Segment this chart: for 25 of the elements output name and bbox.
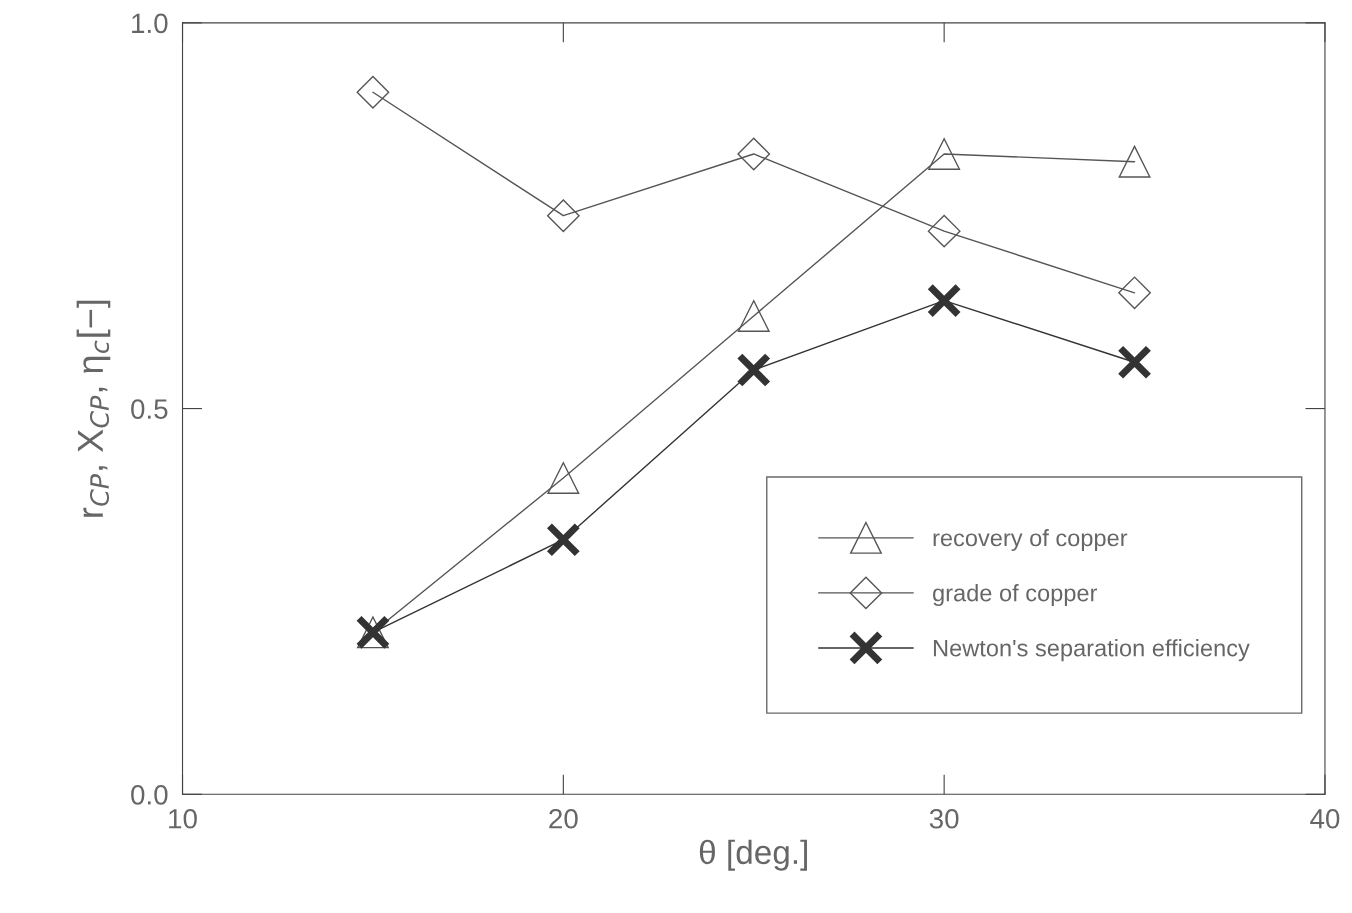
x-tick-label: 10 [169,808,197,829]
point [1117,344,1152,380]
point [926,283,962,318]
point [546,199,580,233]
y-tick-label: 0.5 [131,399,168,419]
x-tick-label: 30 [929,808,959,829]
x-tick-label: 20 [549,808,578,829]
y-tick-label: 1.0 [132,13,168,34]
legend-label: grade of copper [933,584,1098,607]
point [736,352,772,388]
point [545,522,581,558]
point [737,137,771,171]
legend-label: Newton's separation efficiency [933,639,1250,662]
legend-label: recovery of copper [933,529,1128,551]
point [927,214,961,248]
point [1118,276,1151,310]
point [547,462,580,494]
y-axis-title: r$_{CP}$, X$_{CP}$, η$_{c}$[−] [76,300,111,517]
point [1118,145,1151,178]
y-tick-label: 0.0 [131,784,168,805]
x-axis-title: θ [deg.] [699,839,807,871]
point [356,75,390,109]
point [928,138,961,170]
x-tick-label: 40 [1310,808,1340,829]
point [737,300,770,332]
